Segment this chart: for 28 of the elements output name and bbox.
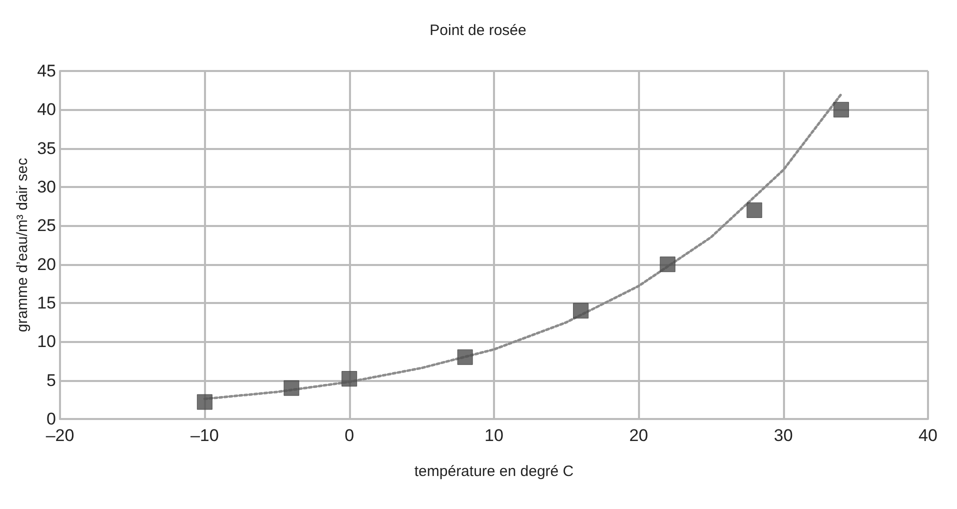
y-axis-title: gramme d’eau/m³ dair sec <box>14 157 31 332</box>
y-tick-label: 10 <box>37 332 56 352</box>
x-tick-label: –20 <box>46 426 74 445</box>
y-tick-label: 25 <box>37 216 56 236</box>
y-tick-label: 20 <box>37 254 56 274</box>
x-tick-label: 10 <box>484 426 504 445</box>
x-tick-label: –10 <box>190 426 219 445</box>
x-tick-label: 0 <box>344 426 354 445</box>
x-tick-label: 30 <box>774 426 793 445</box>
x-tick-label: 20 <box>629 426 648 445</box>
point <box>342 371 358 387</box>
point <box>833 102 849 118</box>
y-tick-label: 5 <box>46 370 56 390</box>
x-axis-title: température en degré C <box>414 463 574 480</box>
y-tick-label: 35 <box>37 138 56 158</box>
x-tick-label: 40 <box>918 426 938 445</box>
y-tick-label: 40 <box>37 100 56 120</box>
y-tick-label: 45 <box>37 62 56 80</box>
y-tick-label: 0 <box>46 410 56 428</box>
point <box>573 302 589 318</box>
point <box>457 349 473 365</box>
chart-title: Point de rosée <box>430 22 526 39</box>
y-tick-label: 15 <box>37 294 56 312</box>
y-tick-label: 30 <box>37 178 56 196</box>
point <box>196 394 212 410</box>
point <box>660 256 676 272</box>
point <box>746 202 762 218</box>
point <box>284 380 300 396</box>
